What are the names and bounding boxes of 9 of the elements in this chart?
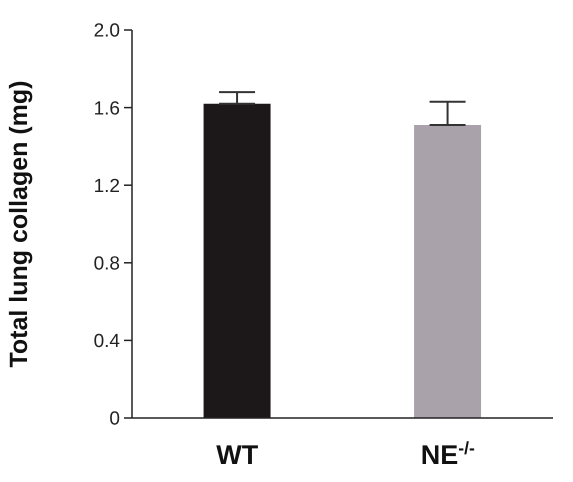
x-tick-label: NE$^{-/-}$ bbox=[420, 438, 475, 470]
x-tick-label: WT bbox=[216, 440, 259, 470]
y-axis-title: Total lung collagen (mg) bbox=[4, 80, 33, 368]
y-tick-label: 1.6 bbox=[94, 98, 120, 120]
y-tick-label: 0 bbox=[109, 408, 120, 430]
y-tick-label: 2.0 bbox=[94, 20, 120, 42]
y-tick-label: 0.8 bbox=[94, 253, 120, 274]
y-tick-label: 1.2 bbox=[94, 176, 120, 197]
y-tick-label: 0.4 bbox=[94, 331, 120, 352]
